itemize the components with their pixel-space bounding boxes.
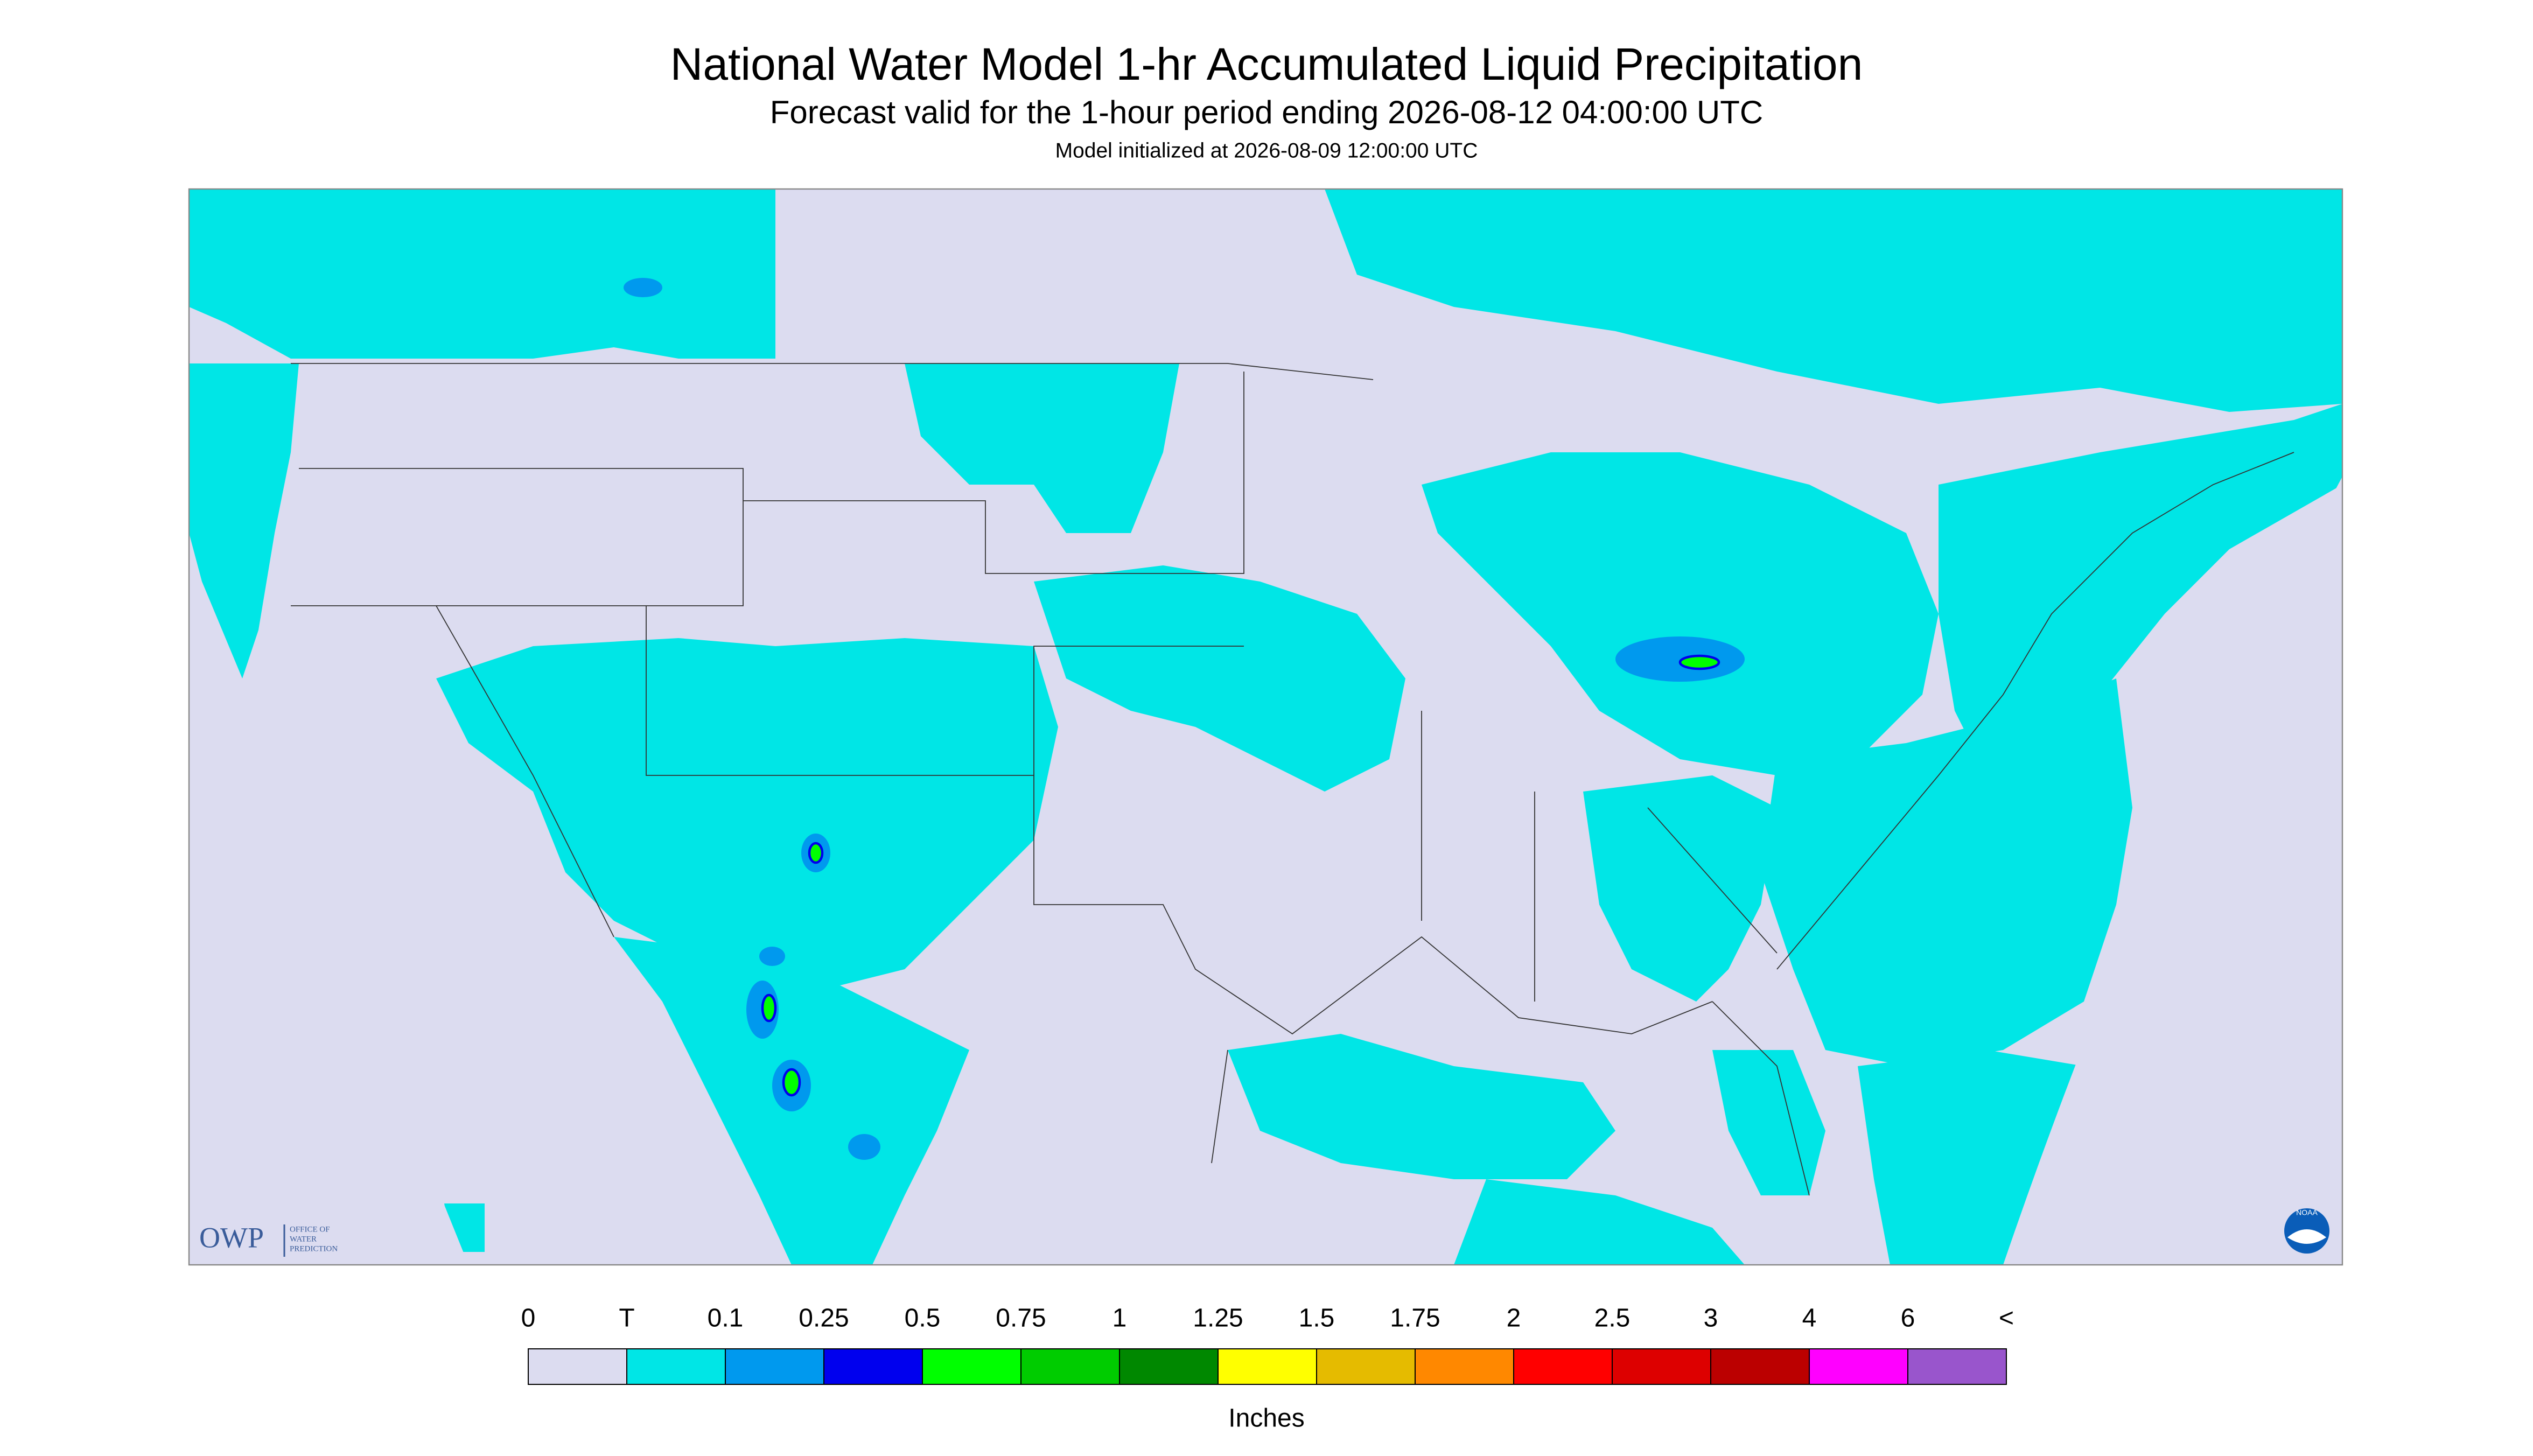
subtitle: Forecast valid for the 1-hour period end… bbox=[770, 94, 1763, 130]
colorbar-swatch bbox=[528, 1348, 627, 1385]
colorbar-swatch bbox=[1415, 1348, 1514, 1385]
projection-edges bbox=[189, 477, 2342, 1265]
colorbar-label: 4 bbox=[1802, 1304, 1817, 1333]
title: National Water Model 1-hr Accumulated Li… bbox=[670, 39, 1863, 89]
colorbar-label: 2.5 bbox=[1594, 1304, 1631, 1333]
map bbox=[188, 188, 2343, 1266]
colorbar-swatch bbox=[1513, 1348, 1613, 1385]
precip-moderate bbox=[624, 278, 1745, 1160]
colorbar-swatch bbox=[1710, 1348, 1810, 1385]
colorbar-label: 1 bbox=[1112, 1304, 1127, 1333]
noaa-logo-wave bbox=[2287, 1229, 2326, 1244]
colorbar-label: 3 bbox=[1704, 1304, 1718, 1333]
colorbar-swatch bbox=[1612, 1348, 1711, 1385]
colorbar-swatch bbox=[1217, 1348, 1317, 1385]
colorbar-swatch bbox=[1907, 1348, 2007, 1385]
colorbar-swatch bbox=[922, 1348, 1021, 1385]
colorbar: 0 T 0.1 0.25 0.5 0.75 1 1.25 1.5 1.75 2 2.5 3 4 6 < bbox=[521, 1304, 2014, 1385]
owp-text: PREDICTION bbox=[290, 1244, 338, 1253]
colorbar-label: < bbox=[1999, 1304, 2014, 1333]
colorbar-swatch bbox=[1119, 1348, 1219, 1385]
colorbar-label: 2 bbox=[1507, 1304, 1521, 1333]
colorbar-label: 0 bbox=[521, 1304, 536, 1333]
colorbar-swatch bbox=[1020, 1348, 1120, 1385]
precip-heavy bbox=[761, 654, 1720, 1097]
colorbar-swatch bbox=[1809, 1348, 1908, 1385]
colorbar-swatch bbox=[626, 1348, 726, 1385]
noaa-text: NOAA bbox=[2296, 1208, 2318, 1217]
colorbar-swatch bbox=[725, 1348, 824, 1385]
owp-text: OFFICE OF bbox=[290, 1225, 330, 1234]
owp-logo: OWP bbox=[199, 1221, 264, 1254]
owp-text: WATER bbox=[290, 1235, 317, 1243]
colorbar-label: 0.1 bbox=[708, 1304, 744, 1333]
colorbar-label: 0.75 bbox=[996, 1304, 1046, 1333]
colorbar-swatch bbox=[823, 1348, 923, 1385]
colorbar-label: T bbox=[619, 1304, 634, 1333]
colorbar-label: 0.5 bbox=[905, 1304, 941, 1333]
colorbar-label: 0.25 bbox=[799, 1304, 849, 1333]
colorbar-label: 6 bbox=[1901, 1304, 1915, 1333]
colorbar-label: 1.75 bbox=[1390, 1304, 1440, 1333]
map-frame bbox=[188, 188, 2343, 1266]
borders bbox=[291, 363, 2294, 1196]
precip-areas bbox=[189, 189, 2342, 1265]
colorbar-swatch bbox=[1316, 1348, 1416, 1385]
init-time: Model initialized at 2026-08-09 12:00:00… bbox=[1055, 139, 1478, 162]
colorbar-unit: Inches bbox=[1228, 1404, 1304, 1433]
colorbar-label: 1.25 bbox=[1193, 1304, 1243, 1333]
colorbar-label: 1.5 bbox=[1299, 1304, 1335, 1333]
